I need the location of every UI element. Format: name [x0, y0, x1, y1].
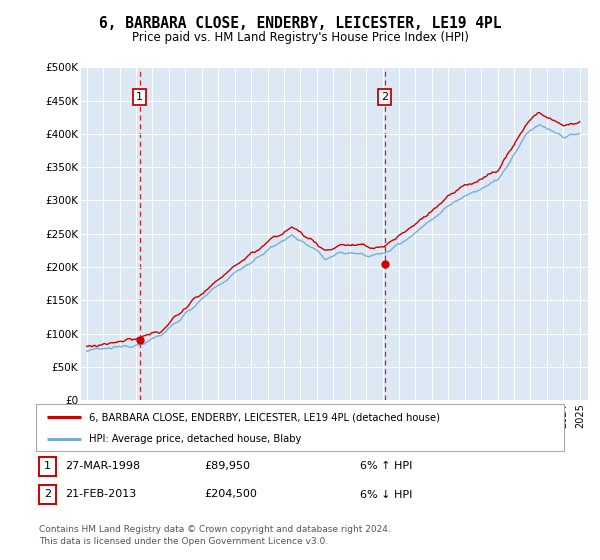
- Text: £89,950: £89,950: [204, 461, 250, 472]
- Text: Contains HM Land Registry data © Crown copyright and database right 2024.
This d: Contains HM Land Registry data © Crown c…: [39, 525, 391, 546]
- Text: 27-MAR-1998: 27-MAR-1998: [65, 461, 140, 472]
- Text: 6% ↓ HPI: 6% ↓ HPI: [360, 489, 412, 500]
- Text: HPI: Average price, detached house, Blaby: HPI: Average price, detached house, Blab…: [89, 434, 301, 444]
- Text: 21-FEB-2013: 21-FEB-2013: [65, 489, 136, 500]
- Text: 2: 2: [44, 489, 51, 500]
- Text: Price paid vs. HM Land Registry's House Price Index (HPI): Price paid vs. HM Land Registry's House …: [131, 31, 469, 44]
- Text: 1: 1: [136, 92, 143, 102]
- Text: £204,500: £204,500: [204, 489, 257, 500]
- Text: 6% ↑ HPI: 6% ↑ HPI: [360, 461, 412, 472]
- Text: 1: 1: [44, 461, 51, 472]
- Text: 2: 2: [381, 92, 388, 102]
- Text: 6, BARBARA CLOSE, ENDERBY, LEICESTER, LE19 4PL: 6, BARBARA CLOSE, ENDERBY, LEICESTER, LE…: [99, 16, 501, 31]
- Text: 6, BARBARA CLOSE, ENDERBY, LEICESTER, LE19 4PL (detached house): 6, BARBARA CLOSE, ENDERBY, LEICESTER, LE…: [89, 412, 440, 422]
